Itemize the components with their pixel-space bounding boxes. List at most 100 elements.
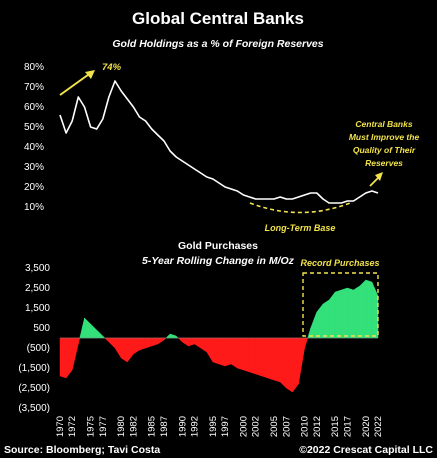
sale-area-segment [249, 337, 256, 375]
sale-area-segment [133, 337, 140, 355]
x-tick-label: 2015 [330, 416, 341, 437]
annotation-central-banks-line-1: Central Banks [355, 119, 412, 129]
long-term-base-curve [249, 202, 351, 214]
x-tick-label: 1975 [86, 416, 97, 437]
bottom-chart-title: Gold Purchases [178, 240, 258, 252]
purchase-area-segment [371, 281, 379, 339]
source-note: Source: Bloomberg; Tavi Costa [4, 444, 160, 456]
sale-area-segment [157, 337, 165, 345]
sale-area-segment [292, 337, 299, 393]
x-tick-label: 1995 [208, 416, 219, 437]
x-tick-label: 1990 [177, 416, 188, 437]
purchase-area-segment [316, 303, 324, 339]
x-tick-label: 1992 [190, 416, 201, 437]
annotation-central-banks-line-4: Reserves [365, 158, 403, 168]
chart-title: Global Central Banks [132, 9, 304, 28]
sale-area-segment [286, 337, 293, 393]
top-chart-subtitle: Gold Holdings as a % of Foreign Reserves [112, 38, 323, 50]
x-tick-label: 1985 [147, 416, 158, 437]
annotation-long-term-base: Long-Term Base [265, 223, 336, 233]
record-purchases-box [302, 272, 379, 337]
purchase-area-segment [359, 279, 367, 339]
purchase-area-segment [310, 311, 318, 339]
x-tick-label: 1970 [55, 416, 66, 437]
x-tick-label: 2020 [361, 416, 372, 437]
bottom-y-tick-label: 3,500 [25, 263, 50, 274]
bottom-y-tick-label: (1,500) [18, 363, 50, 374]
x-tick-label: 2002 [251, 416, 262, 437]
74-percent-arrow [59, 71, 93, 96]
74-percent-arrowhead [85, 70, 95, 79]
x-tick-label: 1977 [98, 416, 109, 437]
sale-area-segment [177, 337, 183, 343]
sale-area-segment [304, 337, 309, 349]
sale-area-segment [78, 337, 81, 345]
annotation-central-banks-line-3: Quality of Their [353, 145, 416, 155]
bottom-y-tick-label: 2,500 [25, 283, 50, 294]
purchase-area-segment [169, 333, 177, 339]
x-tick-label: 1987 [159, 416, 170, 437]
sale-area-segment [218, 337, 226, 367]
top-y-axis-ticks: 80% 70% 60% 50% 40% 30% 20% 10% [24, 62, 44, 213]
purchase-area-segment [334, 289, 342, 339]
sale-area-segment [224, 337, 232, 367]
top-y-tick-label: 40% [24, 142, 44, 153]
x-tick-label: 2010 [300, 416, 311, 437]
purchase-area-segment [353, 285, 360, 339]
sale-area-segment [120, 337, 128, 363]
sale-area-segment [267, 337, 275, 381]
sale-area-segment [298, 337, 305, 385]
sale-area-segment [182, 337, 189, 347]
sale-area-segment [104, 337, 110, 343]
x-tick-label: 2017 [342, 416, 353, 437]
sale-area-segment [108, 337, 116, 349]
sale-area-segment [255, 337, 263, 377]
x-tick-label: 1982 [128, 416, 139, 437]
sale-area-segment [188, 337, 195, 347]
top-y-tick-label: 70% [24, 82, 44, 93]
x-tick-label: 1980 [116, 416, 127, 437]
central-banks-arrowhead [375, 172, 383, 181]
purchase-area-segment [328, 291, 336, 339]
bottom-y-tick-label: (2,500) [18, 383, 50, 394]
sale-area-segment [151, 337, 159, 347]
x-tick-label: 1972 [67, 416, 78, 437]
annotation-74-percent: 74% [102, 62, 122, 73]
sale-area-segment [145, 337, 152, 349]
bottom-y-tick-label: (3,500) [18, 403, 50, 414]
gold-purchases-areas [59, 279, 379, 393]
x-tick-label: 2022 [373, 416, 384, 437]
x-tick-label: 2000 [239, 416, 250, 437]
purchase-area-segment [322, 299, 330, 339]
purchase-area-segment [341, 287, 348, 339]
sale-area-segment [114, 337, 122, 359]
sale-area-segment [139, 337, 146, 351]
purchase-area-segment [79, 317, 85, 339]
bottom-y-axis-ticks: 3,500 2,500 1,500 500 (500) (1,500) (2,500) (3,… [18, 263, 50, 414]
sale-area-segment [273, 337, 281, 383]
x-tick-label: 2012 [312, 416, 323, 437]
sale-area-segment [194, 337, 201, 349]
sale-area-segment [65, 337, 73, 379]
sale-area-segment [243, 337, 250, 373]
sale-area-segment [212, 337, 220, 365]
bottom-y-tick-label: 500 [33, 323, 50, 334]
sale-area-segment [200, 337, 208, 353]
top-y-tick-label: 30% [24, 162, 44, 173]
gold-reserve-share-line [59, 80, 379, 204]
sale-area-segment [127, 337, 134, 363]
bottom-y-tick-label: 1,500 [25, 303, 50, 314]
copyright-note: ©2022 Crescat Capital LLC [299, 444, 433, 456]
bottom-y-tick-label: (500) [27, 343, 50, 354]
x-tick-label: 2007 [281, 416, 292, 437]
annotation-record-purchases: Record Purchases [300, 258, 379, 268]
x-tick-label: 1997 [220, 416, 231, 437]
annotation-central-banks-line-2: Must Improve the [349, 132, 420, 142]
purchase-area-segment [84, 317, 91, 339]
sale-area-segment [230, 337, 238, 369]
top-y-tick-label: 80% [24, 62, 44, 73]
bottom-chart-subtitle: 5-Year Rolling Change in M/Oz [142, 255, 295, 267]
top-y-tick-label: 50% [24, 122, 44, 133]
